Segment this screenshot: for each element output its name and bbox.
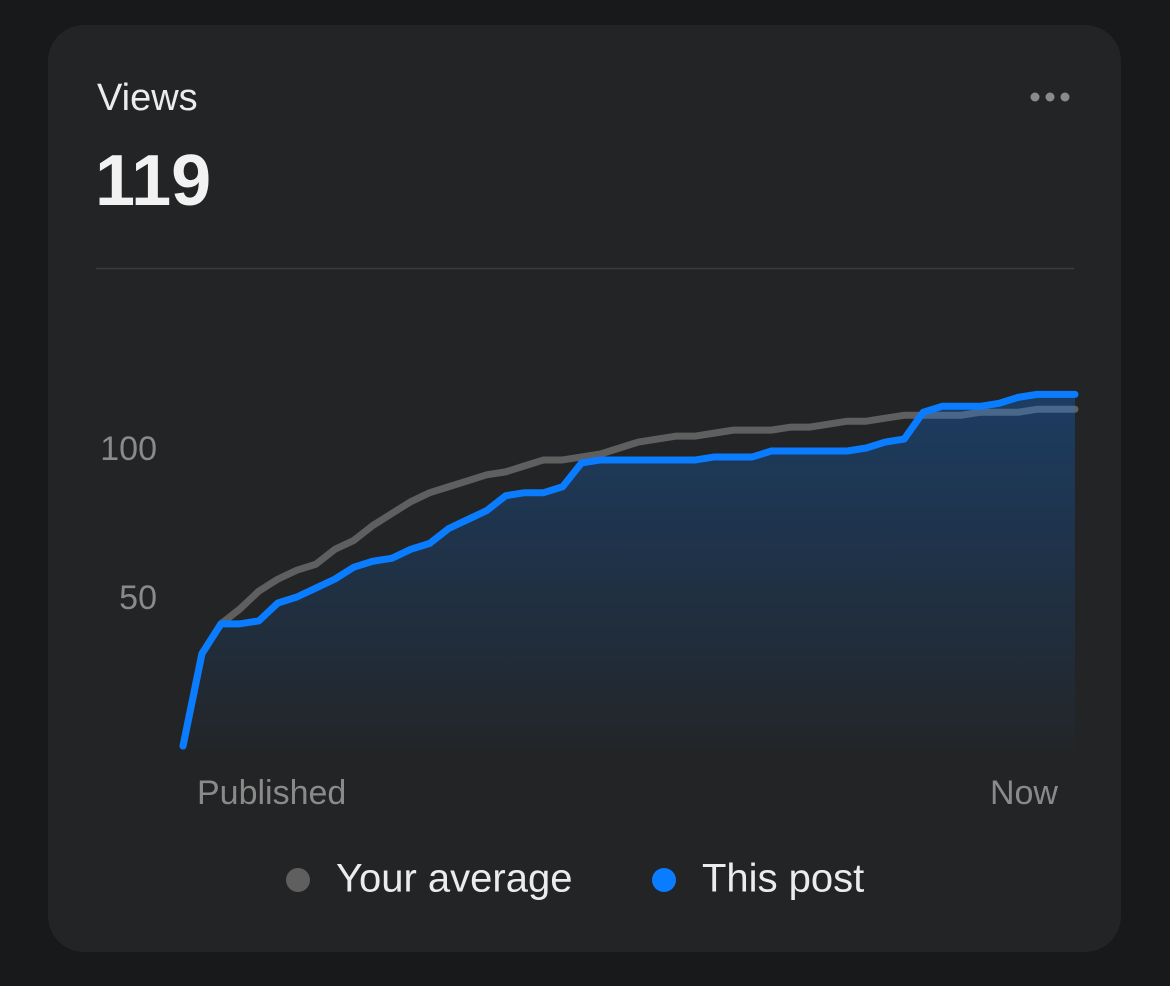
series-line: [179, 390, 1079, 750]
legend-swatch: [286, 868, 310, 892]
more-button[interactable]: [1030, 92, 1070, 102]
y-tick-label: 100: [100, 430, 157, 468]
card-title: Views: [97, 77, 198, 119]
area-fill: [183, 394, 1075, 749]
legend-label: This post: [702, 857, 864, 901]
y-tick-label: 50: [119, 579, 157, 617]
legend-swatch: [652, 868, 676, 892]
x-tick-label: Now: [990, 774, 1058, 812]
legend-label: Your average: [336, 857, 572, 901]
x-tick-label: Published: [197, 774, 346, 812]
total-value: 119: [95, 141, 211, 221]
